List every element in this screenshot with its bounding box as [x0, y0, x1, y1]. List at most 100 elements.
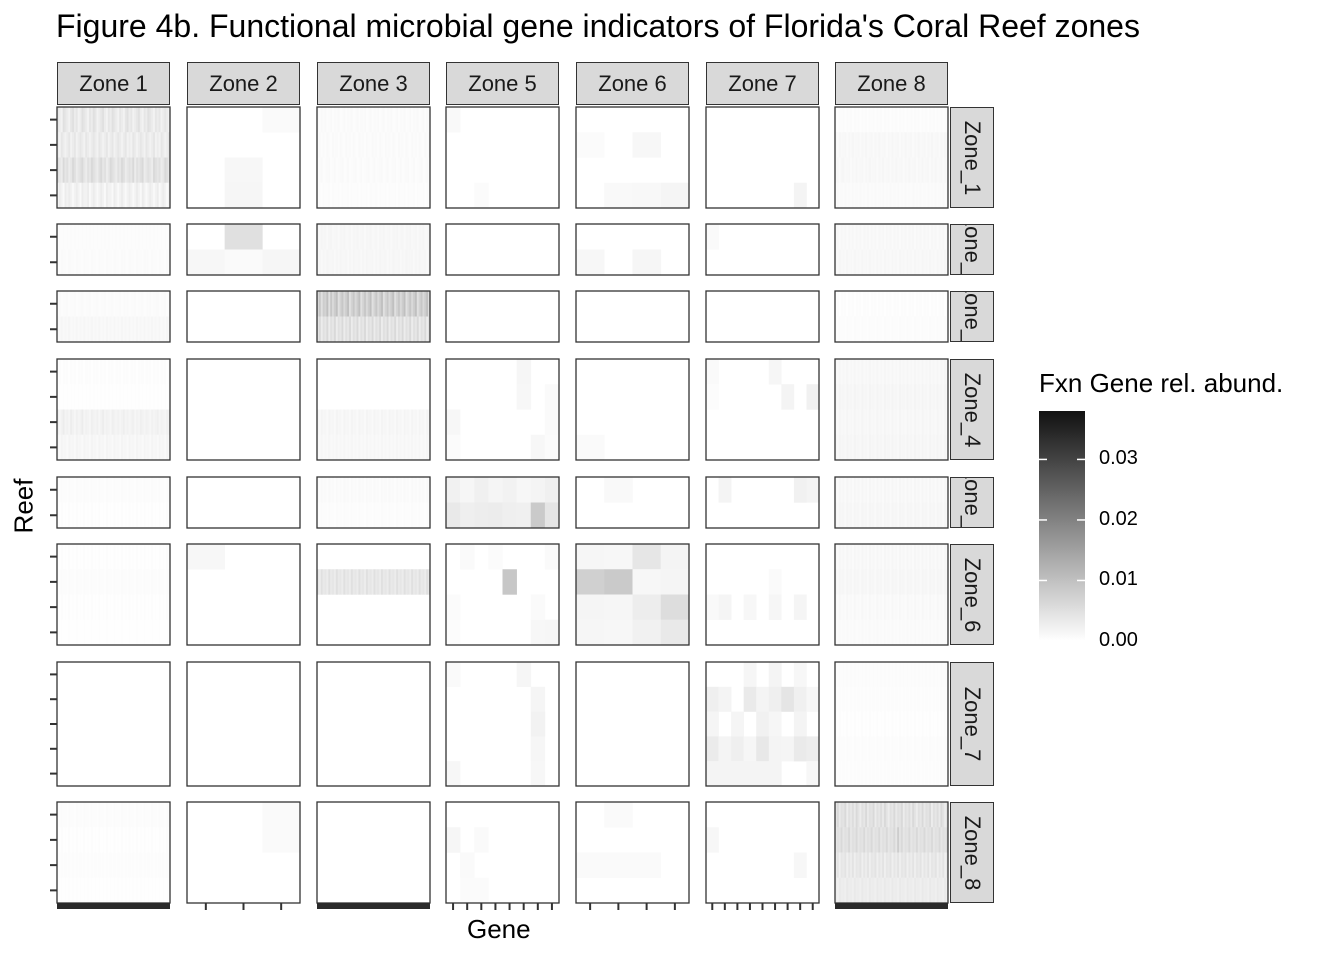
heatmap-cell [706, 761, 719, 787]
heatmap-cell [369, 249, 372, 276]
heatmap-cell [158, 224, 161, 250]
heatmap-cell [318, 316, 322, 343]
heatmap-cell [75, 107, 79, 133]
heatmap-cell [872, 157, 875, 183]
heatmap-cell [885, 852, 889, 878]
heatmap-cell [115, 132, 118, 158]
heatmap-cell [121, 434, 124, 461]
heatmap-cell [416, 316, 419, 343]
heatmap-cell [98, 224, 101, 250]
heatmap-cell [426, 434, 429, 461]
heatmap-cell [836, 594, 840, 620]
heatmap-cell [145, 852, 148, 878]
heatmap-cell [426, 157, 429, 183]
heatmap-cell [919, 291, 922, 317]
heatmap-cell [166, 802, 169, 828]
heatmap-cell [96, 802, 99, 828]
heatmap-cell [392, 502, 395, 529]
heatmap-cell [330, 434, 333, 461]
heatmap-cell [944, 569, 947, 595]
heatmap-cell [857, 132, 860, 158]
heatmap-cell [872, 409, 875, 435]
heatmap-cell [874, 224, 877, 250]
heatmap-cell [929, 711, 932, 737]
heatmap-cell [857, 686, 860, 712]
heatmap-cell [64, 434, 67, 461]
heatmap-cell [853, 619, 857, 646]
heatmap-cell [154, 316, 158, 343]
heatmap-cell [836, 316, 840, 343]
heatmap-cell [842, 182, 845, 209]
heatmap-cell [122, 852, 126, 878]
heatmap-cell [912, 434, 915, 461]
facet-panel [575, 801, 690, 904]
heatmap-cell [365, 157, 369, 183]
heatmap-cell [851, 569, 855, 595]
heatmap-cell [919, 224, 922, 250]
heatmap-cell [369, 569, 372, 595]
heatmap-cell [81, 132, 84, 158]
heatmap-cell [57, 384, 60, 410]
heatmap-cell [904, 107, 907, 133]
heatmap-cell [874, 384, 877, 410]
heatmap-cell [164, 477, 167, 503]
heatmap-cell [322, 224, 325, 250]
heatmap-cell [897, 502, 900, 529]
heatmap-cell [117, 434, 120, 461]
heatmap-cell [77, 409, 80, 435]
heatmap-cell [354, 291, 357, 317]
heatmap-cell [137, 477, 141, 503]
heatmap-cell [932, 711, 936, 737]
heatmap-cell [857, 877, 860, 904]
heatmap-cell [861, 711, 864, 737]
heatmap-cell [324, 132, 327, 158]
heatmap-cell [409, 157, 412, 183]
heatmap-cell [145, 877, 148, 904]
heatmap-cell [68, 619, 71, 646]
heatmap-cell [867, 544, 870, 570]
row-facet-label: Zone_6 [960, 557, 985, 632]
heatmap-cell [356, 157, 359, 183]
heatmap-cell [942, 569, 945, 595]
facet-panel [705, 661, 820, 787]
heatmap-cell [134, 477, 137, 503]
heatmap-cell [343, 157, 346, 183]
heatmap-cell [900, 594, 904, 620]
heatmap-cell [851, 359, 855, 385]
heatmap-cell [83, 477, 86, 503]
heatmap-cell [848, 736, 851, 762]
heatmap-cell [130, 877, 133, 904]
heatmap-cell [428, 409, 431, 435]
heatmap-cell [942, 359, 945, 385]
heatmap-cell [887, 761, 890, 787]
heatmap-cell [94, 594, 97, 620]
heatmap-cell [921, 157, 924, 183]
heatmap-cell [836, 619, 840, 646]
heatmap-cell [838, 852, 841, 878]
heatmap-cell [128, 157, 131, 183]
heatmap-cell [119, 502, 122, 529]
heatmap-cell [68, 409, 71, 435]
heatmap-cell [921, 619, 924, 646]
heatmap-cell [349, 157, 352, 183]
heatmap-cell [891, 802, 894, 828]
heatmap-cell [885, 502, 889, 529]
heatmap-cell [632, 594, 662, 620]
heatmap-cell [100, 384, 103, 410]
heatmap-cell [891, 409, 894, 435]
heatmap-cell [128, 877, 131, 904]
heatmap-cell [516, 359, 532, 385]
heatmap-cell [422, 434, 425, 461]
heatmap-cell [394, 434, 397, 461]
heatmap-cell [887, 852, 890, 878]
heatmap-cell [908, 594, 911, 620]
heatmap-cell [105, 182, 109, 209]
heatmap-cell [75, 619, 79, 646]
heatmap-cell [544, 619, 560, 646]
heatmap-cell [407, 477, 410, 503]
heatmap-cell [124, 316, 127, 343]
heatmap-cell [889, 686, 892, 712]
heatmap-cell [474, 182, 489, 209]
heatmap-cell [262, 827, 301, 853]
heatmap-cell [343, 291, 346, 317]
